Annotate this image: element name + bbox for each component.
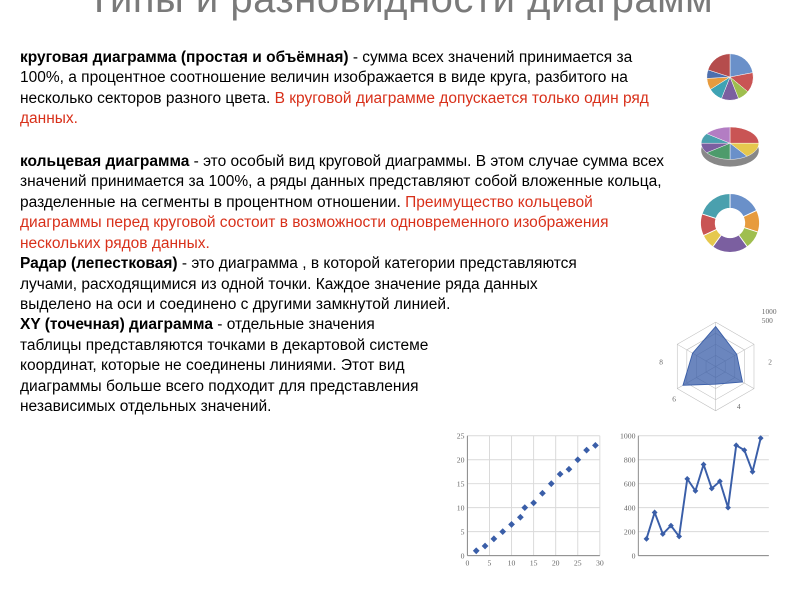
pie3d-chart-thumb [685,116,775,174]
line-chart-thumb: 0 200 400 600 800 1000 [609,428,774,573]
slide-title: Типы и разновидности диаграмм [0,0,800,20]
scatter-chart-thumb: 0 5 10 15 20 25 0 5 10 15 20 25 30 [440,428,605,573]
svg-text:10: 10 [457,504,465,513]
svg-text:0: 0 [632,552,636,561]
term-donut: кольцевая диаграмма [20,153,189,170]
donut-chart-thumb [685,184,775,262]
svg-text:15: 15 [457,480,465,489]
bottom-charts-row: 0 5 10 15 20 25 0 5 10 15 20 25 30 0 200 400 600 800 1000 [440,428,780,578]
pie-chart-thumb [685,48,775,106]
svg-text:1000: 1000 [620,432,636,441]
svg-text:10: 10 [508,558,516,567]
svg-text:0: 0 [465,558,469,567]
svg-text:4: 4 [737,402,741,411]
paragraph-donut: кольцевая диаграмма - это особый вид кру… [20,152,670,254]
svg-text:600: 600 [624,480,636,489]
thumbnails-column [677,48,782,262]
svg-text:200: 200 [624,528,636,537]
svg-text:25: 25 [457,432,465,441]
svg-text:0: 0 [461,552,465,561]
svg-text:5: 5 [461,528,465,537]
term-pie: круговая диаграмма (простая и объёмная) [20,49,349,66]
svg-text:15: 15 [530,558,538,567]
svg-text:400: 400 [624,504,636,513]
svg-text:30: 30 [596,558,604,567]
svg-text:800: 800 [624,456,636,465]
radar-chart-thumb: 1000500 8 6 4 2 [636,300,786,420]
svg-text:20: 20 [552,558,560,567]
paragraph-pie: круговая диаграмма (простая и объёмная) … [20,48,650,130]
svg-text:1000: 1000 [762,307,777,316]
term-scatter: XY (точечная) диаграмма [20,316,213,333]
svg-text:500: 500 [762,316,773,325]
svg-text:25: 25 [574,558,582,567]
svg-text:8: 8 [659,358,663,367]
paragraph-radar: Радар (лепестковая) - это диаграмма , в … [20,254,605,315]
term-radar: Радар (лепестковая) [20,255,178,272]
svg-text:20: 20 [457,456,465,465]
paragraph-scatter: XY (точечная) диаграмма - отдельные знач… [20,315,430,417]
content-column: круговая диаграмма (простая и объёмная) … [20,48,660,424]
svg-text:5: 5 [488,558,492,567]
svg-text:6: 6 [672,395,676,404]
svg-text:2: 2 [768,358,772,367]
